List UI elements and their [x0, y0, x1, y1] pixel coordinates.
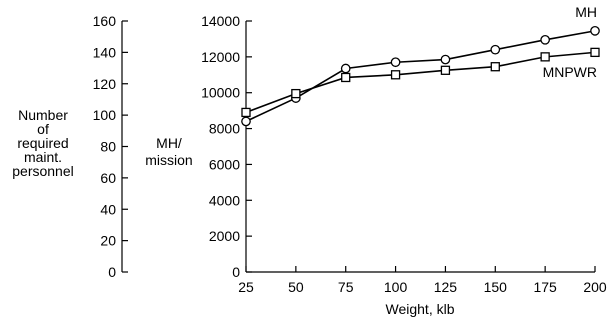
- data-point-mnpwr: [291, 88, 301, 99]
- left-axis-tick-label: 100: [93, 107, 117, 123]
- series-markers: [241, 26, 600, 127]
- left-axis-label-line: maint.: [24, 149, 62, 165]
- left-axis-label-line: of: [37, 121, 49, 137]
- data-point-mnpwr: [341, 72, 351, 83]
- left-axis-tick-label: 60: [100, 170, 116, 186]
- left-axis: 0 20 40 60 80 100 120 140 160: [93, 13, 128, 280]
- left-axis-tick-label: 140: [93, 44, 117, 60]
- y-axis-tick-label: 4000: [209, 192, 240, 208]
- data-point-mh: [390, 57, 401, 68]
- data-point-mnpwr: [241, 107, 251, 118]
- x-axis-title: Weight, klb: [386, 301, 455, 317]
- data-point-mnpwr: [590, 47, 600, 58]
- y-axis-tick-label: 6000: [209, 156, 240, 172]
- y-axis: 0 2000 4000 6000 8000 10000 12000 14000: [201, 13, 252, 280]
- data-point-mnpwr: [390, 70, 401, 80]
- series-lines: [245, 30, 596, 123]
- left-axis-tick-label: 40: [100, 201, 116, 217]
- left-axis-tick-label: 20: [100, 233, 116, 249]
- series-line-mnpwr: [245, 51, 596, 114]
- x-axis-tick-label: 75: [338, 279, 354, 295]
- y-axis-tick-label: 0: [232, 264, 240, 280]
- left-axis-label-line: personnel: [12, 163, 74, 179]
- left-axis-label-line: required: [17, 135, 68, 151]
- x-axis: 25 50 75 100 125 150 175 200: [238, 266, 607, 295]
- left-axis-tick-label: 160: [93, 13, 117, 29]
- x-axis-tick-label: 175: [533, 279, 557, 295]
- y-axis-tick-label: 12000: [201, 49, 240, 65]
- y-axis-tick-label: 8000: [209, 121, 240, 137]
- y-axis-tick-label: 2000: [209, 228, 240, 244]
- series-labels: MH MNPWR: [543, 4, 597, 80]
- x-axis-tick-label: 25: [238, 279, 254, 295]
- y-axis-tick-label: 10000: [201, 85, 240, 101]
- right-axis-label: MH/mission: [145, 135, 192, 168]
- y-axis-label-line: mission: [145, 152, 192, 168]
- data-point-mh: [440, 54, 451, 65]
- y-axis-label-line: MH/: [156, 135, 182, 151]
- series-line-mh: [245, 30, 596, 123]
- data-point-mnpwr: [490, 62, 500, 72]
- x-axis-tick-label: 50: [288, 279, 304, 295]
- x-axis-title-group: Weight, klb: [386, 301, 455, 317]
- left-axis-tick-label: 120: [93, 76, 117, 92]
- left-axis-label-line: Number: [18, 107, 68, 123]
- data-point-mh: [540, 34, 550, 45]
- x-axis-tick-label: 200: [583, 279, 607, 295]
- x-axis-tick-label: 100: [384, 279, 408, 295]
- y-axis-tick-label: 14000: [201, 13, 240, 29]
- series-label-mh: MH: [575, 4, 597, 20]
- data-point-mnpwr: [540, 52, 550, 62]
- left-axis-tick-label: 0: [108, 264, 116, 280]
- series-label-mnpwr: MNPWR: [543, 64, 597, 80]
- data-point-mnpwr: [440, 65, 451, 75]
- x-axis-tick-label: 125: [434, 279, 458, 295]
- data-point-mh: [490, 44, 501, 55]
- data-point-mh: [590, 26, 600, 36]
- data-point-mh: [241, 116, 251, 127]
- data-point-mh: [340, 63, 351, 74]
- left-axis-tick-label: 80: [100, 139, 116, 155]
- x-axis-tick-label: 150: [484, 279, 508, 295]
